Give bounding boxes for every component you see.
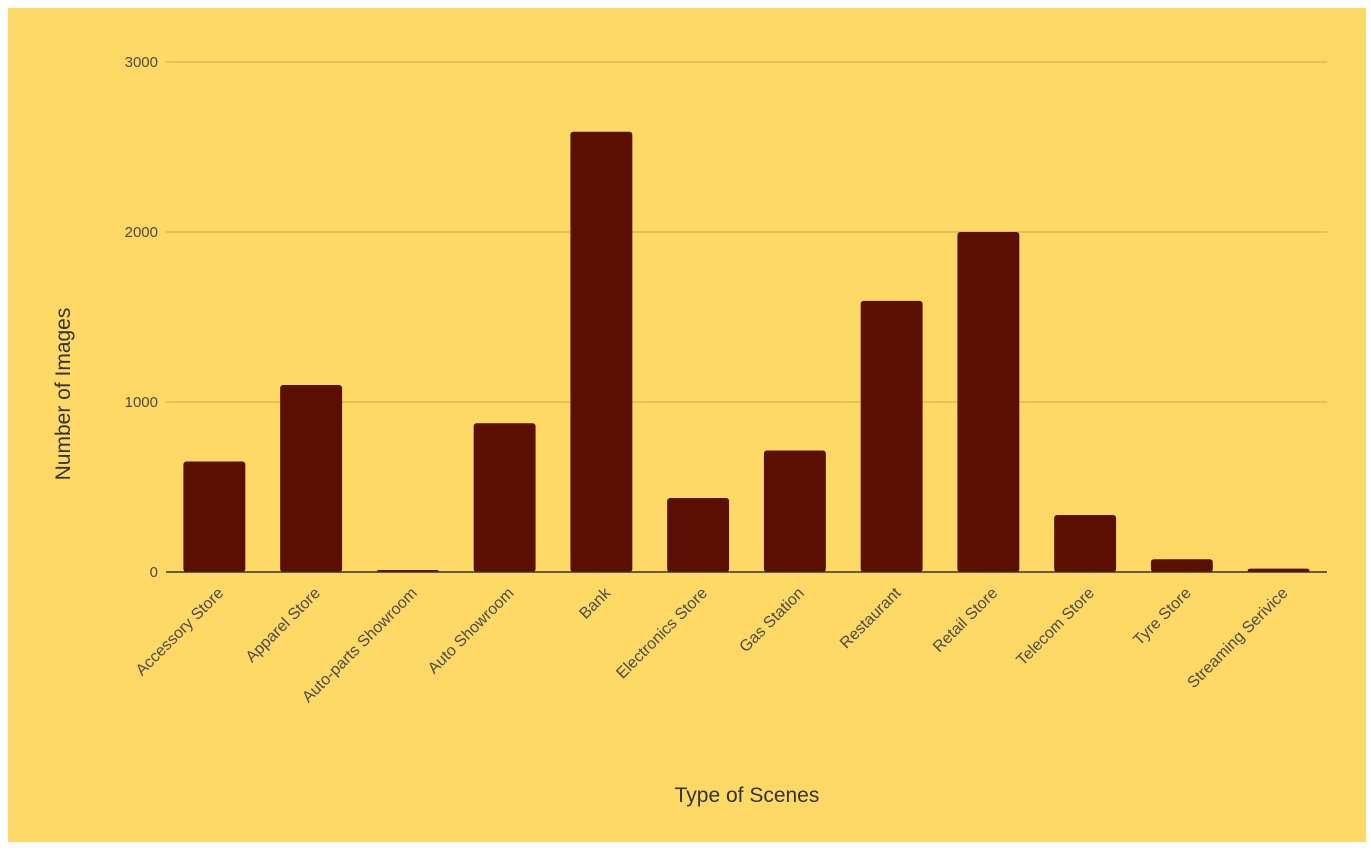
bar — [1054, 515, 1117, 572]
bars — [183, 131, 1310, 572]
bar — [1150, 559, 1213, 572]
gridlines — [166, 61, 1327, 403]
y-tick-label: 2000 — [125, 224, 158, 241]
bar — [570, 131, 633, 572]
bar — [860, 300, 923, 572]
y-axis-tick-labels: 0 1000 2000 3000 — [125, 54, 158, 581]
chart-background — [8, 8, 1366, 842]
y-tick-label: 3000 — [125, 54, 158, 71]
y-tick-label: 0 — [150, 564, 158, 581]
bar — [1247, 568, 1310, 572]
x-axis-title: Type of Scenes — [675, 784, 820, 807]
bar — [957, 232, 1020, 572]
bar — [183, 461, 246, 572]
bar — [667, 498, 730, 572]
bar — [763, 450, 826, 572]
y-tick-label: 1000 — [125, 394, 158, 411]
bar — [280, 385, 343, 572]
bar — [473, 423, 536, 572]
y-axis-title: Number of Images — [52, 308, 75, 481]
